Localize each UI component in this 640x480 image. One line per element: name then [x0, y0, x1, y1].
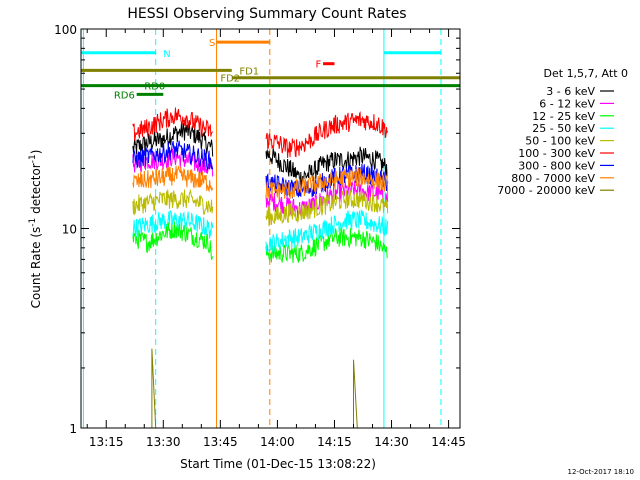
legend-label-0: 3 - 6 keV — [546, 85, 595, 98]
x-tick-label-0: 13:15 — [89, 435, 124, 449]
x-tick-label-2: 13:45 — [203, 435, 238, 449]
series-2 — [132, 221, 388, 264]
series-3-segment-0 — [132, 209, 214, 239]
series-8-segment-1 — [353, 359, 358, 428]
legend-label-1: 6 - 12 keV — [539, 97, 595, 110]
legend-label-4: 50 - 100 keV — [525, 135, 595, 148]
legend-label-7: 800 - 7000 keV — [511, 172, 595, 185]
flag-label-2: S — [209, 38, 215, 49]
legend-label-6: 300 - 800 keV — [518, 159, 595, 172]
series-5-segment-0 — [132, 107, 214, 141]
series-3-segment-1 — [265, 209, 389, 253]
timestamp: 12-Oct-2017 18:10 — [568, 468, 634, 476]
y-tick-label-0: 1 — [69, 422, 77, 436]
series-2-segment-0 — [132, 221, 214, 260]
flag-label-5: FD2 — [220, 74, 240, 85]
chart-title: HESSI Observing Summary Count Rates — [127, 6, 406, 22]
series-3 — [132, 209, 389, 253]
series-0-segment-0 — [132, 122, 214, 157]
series-4 — [132, 188, 389, 227]
flag-label-7: RD6 — [114, 90, 135, 101]
series-layer — [132, 107, 389, 428]
flag-label-4: FD1 — [239, 66, 259, 77]
legend-label-5: 100 - 300 keV — [518, 147, 595, 160]
series-7-segment-1 — [265, 167, 389, 200]
series-4-segment-0 — [132, 188, 214, 216]
legend-label-3: 25 - 50 keV — [532, 122, 595, 135]
series-5-segment-1 — [265, 111, 389, 159]
y-axis-label: Count Rate (s-1 detector-1) — [28, 150, 43, 309]
x-tick-label-3: 14:00 — [260, 435, 295, 449]
legend-label-8: 7000 - 20000 keV — [497, 184, 595, 197]
flag-label-6: RD0 — [144, 82, 165, 93]
flag-bars — [81, 40, 460, 96]
x-tick-label-4: 14:15 — [317, 435, 352, 449]
series-4-segment-1 — [265, 188, 389, 227]
series-5 — [132, 107, 389, 159]
x-tick-label-1: 13:30 — [146, 435, 181, 449]
series-7-segment-0 — [132, 164, 214, 193]
y-tick-label-1: 10 — [62, 223, 77, 237]
flag-label-3: F — [315, 60, 321, 71]
series-0-segment-1 — [265, 146, 388, 187]
series-2-segment-1 — [265, 227, 388, 264]
series-7 — [132, 164, 389, 200]
x-axis-label: Start Time (01-Dec-15 13:08:22) — [180, 457, 376, 471]
legend-title: Det 1,5,7, Att 0 — [544, 67, 628, 80]
flag-label-0: N — [163, 49, 170, 60]
legend-label-2: 12 - 25 keV — [532, 110, 595, 123]
y-tick-label-2: 100 — [54, 23, 77, 37]
series-8 — [151, 348, 358, 428]
series-6-segment-0 — [132, 140, 214, 172]
x-tick-label-5: 14:30 — [374, 435, 409, 449]
axes: 13:15 13:30 13:45 14:00 14:15 14:30 14:45 1 10 10… — [54, 23, 466, 449]
series-8-segment-0 — [151, 348, 157, 428]
x-tick-label-6: 14:45 — [431, 435, 466, 449]
series-0 — [132, 122, 388, 187]
